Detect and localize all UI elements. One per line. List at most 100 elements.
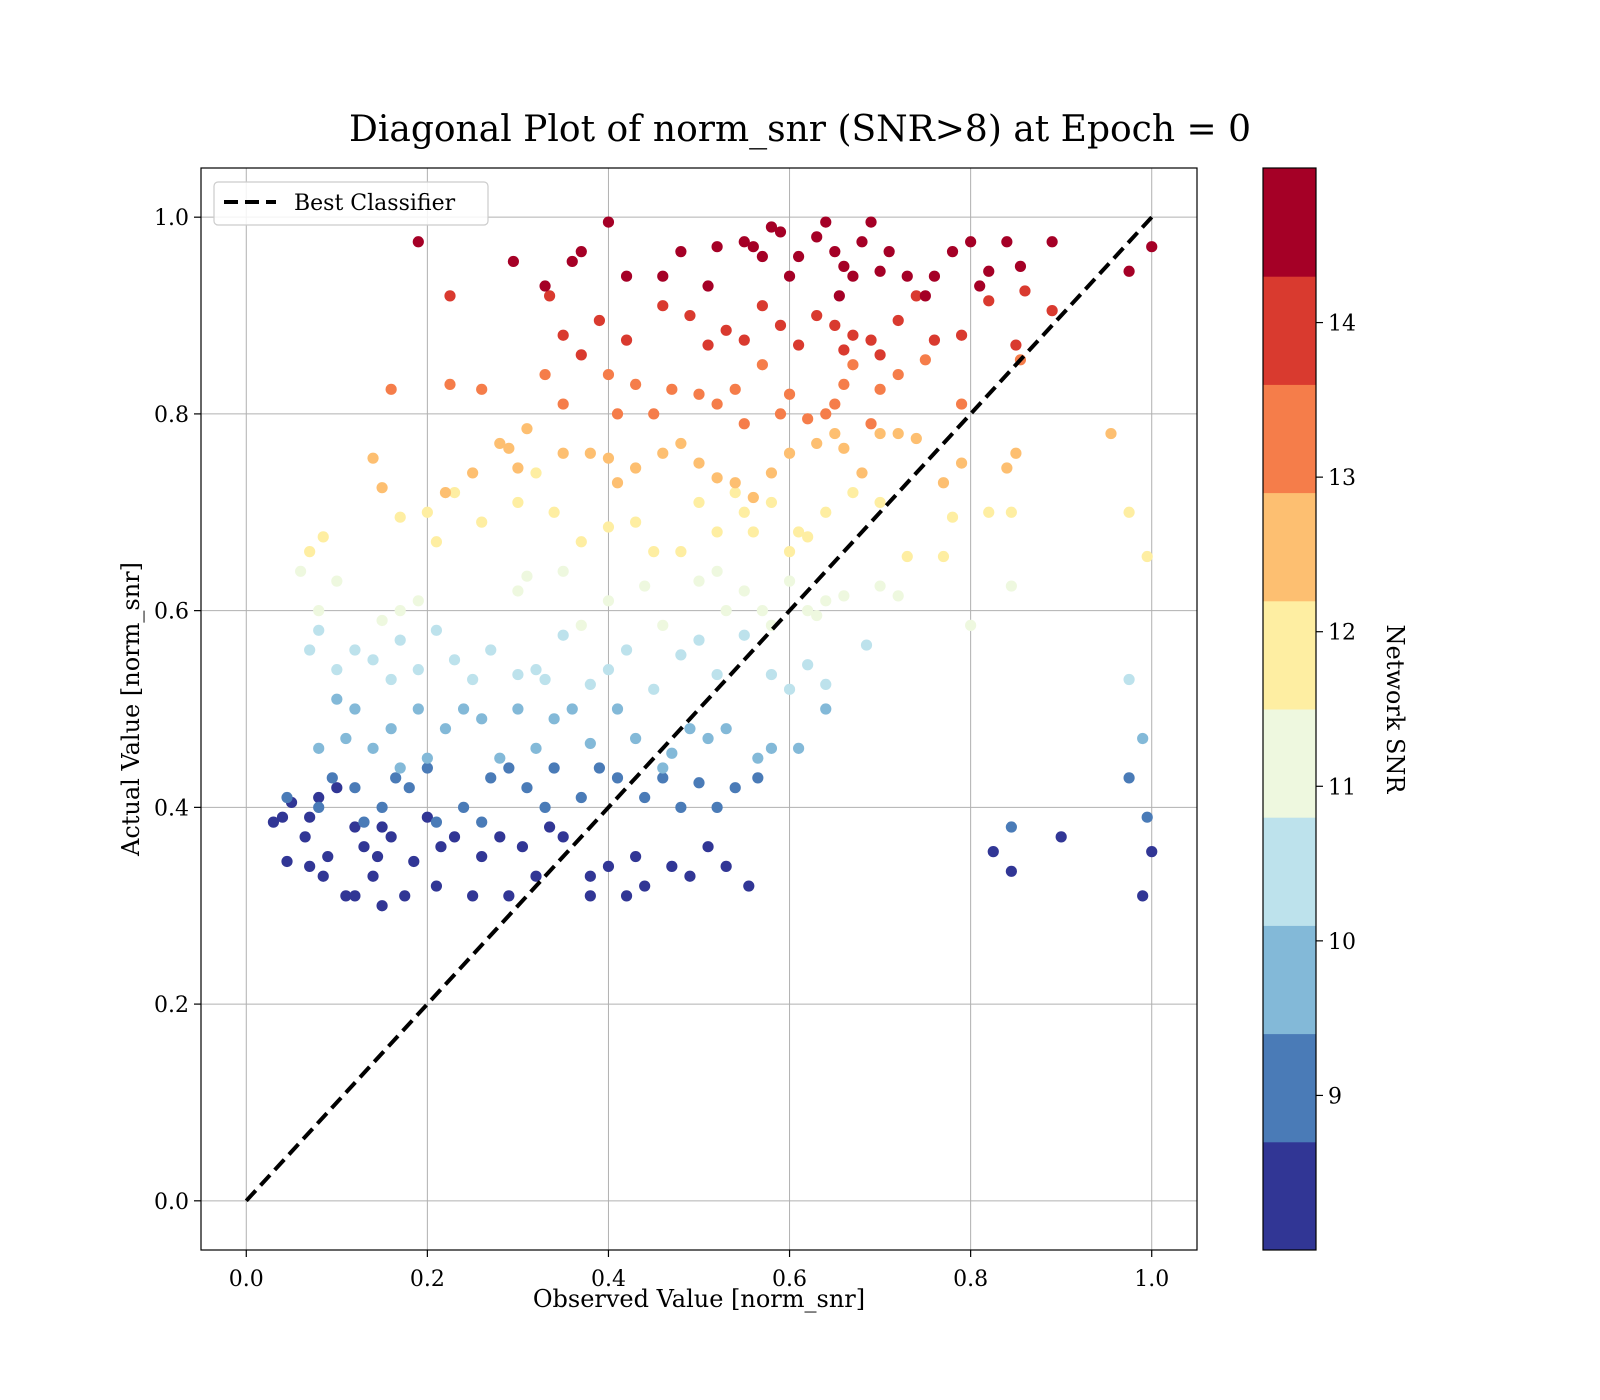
data-point-87 [412,703,424,715]
data-point-319 [928,270,941,282]
data-point-272 [720,324,732,336]
data-point-88 [421,752,433,764]
data-point-289 [1046,305,1058,317]
data-point-25 [494,831,506,843]
data-point-11 [340,890,352,902]
data-point-49 [584,870,596,882]
colorbar-tick-label-0: 9 [1328,1084,1342,1109]
data-point-312 [847,270,859,282]
data-point-224 [838,442,850,454]
data-point-273 [738,334,750,346]
colorbar-tick-label-4: 13 [1328,466,1356,491]
data-point-45 [1146,846,1158,858]
data-point-196 [983,506,995,518]
data-point-69 [657,772,669,784]
data-point-264 [544,290,556,302]
data-point-79 [539,801,551,813]
data-point-167 [720,605,732,617]
data-point-136 [820,678,832,691]
data-point-155 [738,585,750,597]
data-point-162 [892,590,904,602]
data-point-265 [557,329,569,341]
data-point-281 [874,349,886,361]
data-point-48 [467,890,479,902]
data-point-313 [856,236,868,248]
colorbar-bin-9 [1263,168,1316,277]
data-point-42 [1005,865,1017,877]
data-point-29 [544,821,556,833]
y-axis-ticks: 0.0 0.2 0.4 0.6 0.8 1.0 [154,206,201,1215]
data-point-226 [874,427,886,440]
data-point-27 [516,841,529,853]
y-tick-label-3: 0.6 [154,600,189,625]
data-point-207 [512,462,524,474]
data-point-181 [648,546,660,558]
data-point-324 [1001,236,1013,248]
data-point-133 [765,668,778,681]
data-point-137 [860,639,873,651]
data-point-124 [557,629,569,641]
data-point-91 [476,713,488,725]
data-point-16 [376,900,388,912]
data-point-231 [1010,447,1022,459]
data-point-132 [738,629,750,641]
data-point-47 [376,821,388,833]
data-point-169 [317,531,329,543]
data-point-1 [276,811,289,823]
data-point-150 [602,595,615,607]
colorbar-bin-5 [1263,600,1316,710]
data-point-227 [892,427,904,440]
data-point-208 [521,423,533,435]
data-point-139 [539,673,551,686]
data-point-95 [548,713,560,725]
data-point-247 [729,383,741,395]
data-point-320 [946,246,959,258]
data-point-90 [457,703,470,715]
data-point-171 [421,506,433,518]
data-point-248 [738,418,750,430]
data-point-34 [630,850,642,863]
colorbar: 9 10 11 12 13 14 Network SNR [1262,167,1409,1251]
data-point-255 [847,359,859,371]
data-point-153 [693,575,705,587]
x-tick-label-2: 0.4 [591,1267,626,1292]
data-point-52 [326,772,338,784]
data-point-128 [648,683,660,695]
data-point-234 [503,442,515,454]
data-point-243 [648,408,660,420]
data-point-190 [820,506,832,518]
data-point-286 [983,295,995,307]
data-point-249 [756,359,768,371]
y-axis-label: Actual Value [norm_snr] [117,562,145,857]
data-point-275 [774,319,787,331]
data-point-251 [783,388,796,400]
data-point-143 [376,614,388,627]
data-point-172 [430,536,443,548]
data-point-330 [833,290,845,302]
data-point-173 [448,487,461,499]
data-point-51 [313,801,325,813]
data-point-232 [1105,427,1117,440]
data-point-241 [611,408,624,420]
data-point-263 [444,290,456,302]
data-point-185 [729,487,741,499]
data-point-99 [630,732,642,745]
data-point-166 [811,609,823,622]
data-point-96 [566,703,578,715]
data-point-83 [349,703,361,715]
colorbar-bin-2 [1263,925,1316,1035]
data-point-111 [313,624,325,636]
data-point-62 [503,762,515,774]
data-point-12 [349,821,361,833]
data-point-94 [530,742,542,754]
data-point-287 [1010,339,1022,351]
data-point-314 [865,216,877,228]
data-point-68 [639,791,651,804]
data-point-125 [584,678,596,691]
data-point-203 [376,482,388,494]
data-point-56 [390,772,402,784]
data-point-233 [1001,462,1013,474]
data-point-293 [539,280,551,292]
data-point-194 [937,550,950,563]
data-point-149 [575,619,587,631]
